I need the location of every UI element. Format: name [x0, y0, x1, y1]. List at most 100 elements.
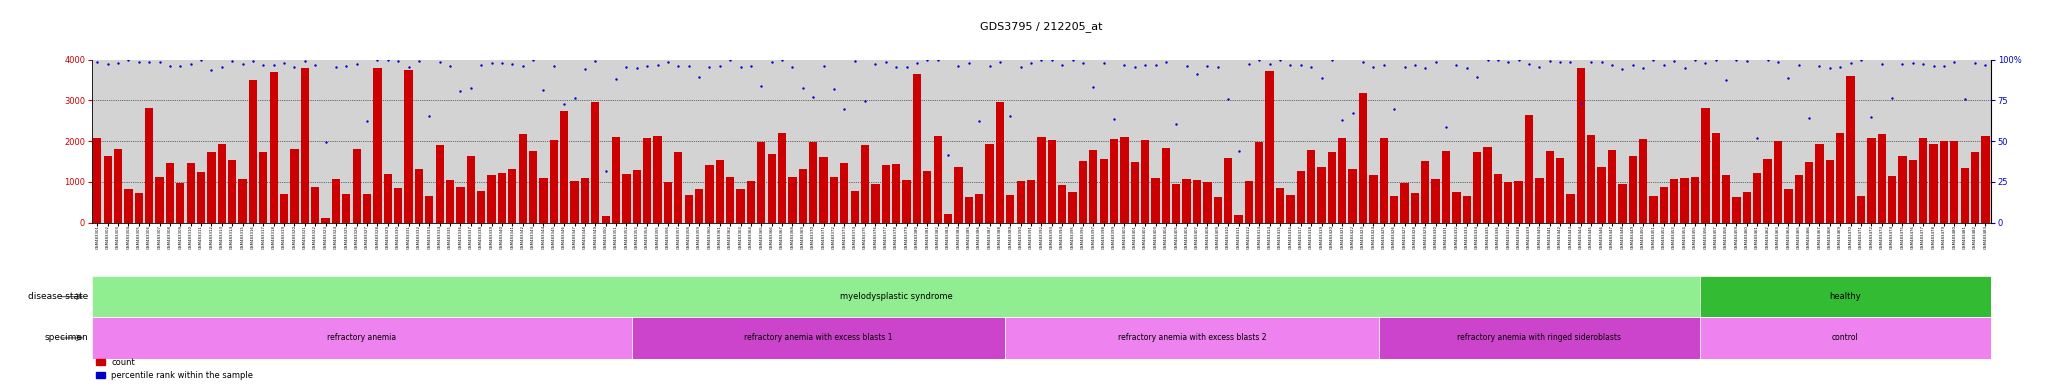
Point: [1004, 65, 1036, 71]
Bar: [1700, 276, 1991, 317]
Point: [1284, 62, 1317, 68]
Bar: [227, 160, 236, 223]
Point: [1233, 61, 1266, 68]
Text: GDS3795 / 212205_at: GDS3795 / 212205_at: [981, 22, 1102, 32]
Point: [154, 63, 186, 69]
Point: [1335, 109, 1368, 116]
Bar: [498, 173, 506, 223]
Bar: [809, 142, 817, 223]
Bar: [362, 194, 371, 223]
Point: [381, 58, 414, 64]
Bar: [995, 102, 1004, 223]
Bar: [1649, 196, 1657, 223]
Bar: [1618, 184, 1626, 223]
Bar: [1225, 159, 1233, 223]
Bar: [694, 189, 702, 223]
Bar: [768, 154, 776, 223]
Text: refractory anemia with ringed sideroblasts: refractory anemia with ringed sideroblas…: [1458, 333, 1622, 343]
Bar: [1950, 141, 1958, 223]
Bar: [528, 151, 537, 223]
Bar: [643, 138, 651, 223]
Point: [215, 58, 248, 64]
Bar: [352, 149, 360, 223]
Point: [983, 59, 1016, 65]
Point: [184, 57, 217, 63]
Point: [590, 168, 623, 174]
Point: [102, 60, 135, 66]
Point: [444, 88, 477, 94]
Point: [766, 56, 799, 63]
Bar: [1763, 159, 1772, 223]
Point: [330, 63, 362, 70]
Point: [1595, 62, 1628, 68]
Point: [289, 58, 322, 65]
Bar: [903, 180, 911, 223]
Bar: [549, 140, 557, 223]
Point: [268, 60, 301, 66]
Bar: [1059, 185, 1067, 223]
Bar: [1401, 183, 1409, 223]
Bar: [870, 184, 879, 223]
Bar: [778, 133, 786, 223]
Point: [238, 58, 270, 64]
Point: [1907, 61, 1939, 67]
Text: specimen: specimen: [45, 333, 88, 343]
Bar: [727, 177, 735, 223]
Bar: [1380, 138, 1389, 223]
Point: [1118, 64, 1151, 70]
Point: [1368, 62, 1401, 68]
Point: [1866, 61, 1898, 68]
Point: [1616, 62, 1649, 68]
Point: [662, 63, 694, 69]
Bar: [135, 192, 143, 223]
Bar: [1182, 179, 1190, 223]
Point: [225, 61, 258, 67]
Bar: [1235, 215, 1243, 223]
Point: [848, 98, 881, 104]
Point: [776, 64, 809, 70]
Point: [465, 62, 498, 68]
Bar: [944, 214, 952, 223]
Bar: [1628, 156, 1636, 223]
Point: [164, 63, 197, 70]
Bar: [1837, 133, 1845, 223]
Bar: [1493, 174, 1501, 223]
Bar: [840, 163, 848, 223]
Point: [1067, 60, 1100, 66]
Point: [455, 85, 487, 91]
Bar: [1327, 152, 1335, 223]
Bar: [1556, 158, 1565, 223]
Bar: [508, 169, 516, 223]
Point: [922, 57, 954, 63]
Bar: [705, 165, 713, 223]
Point: [1057, 57, 1090, 63]
Point: [1264, 57, 1296, 63]
Point: [973, 63, 1006, 70]
Bar: [631, 317, 1006, 359]
Bar: [1378, 317, 1700, 359]
Point: [1741, 135, 1774, 141]
Bar: [965, 197, 973, 223]
Bar: [207, 152, 215, 223]
Point: [891, 63, 924, 70]
Point: [1835, 60, 1868, 66]
Bar: [1452, 192, 1460, 223]
Point: [1845, 57, 1878, 63]
Point: [1348, 59, 1380, 65]
Bar: [1753, 173, 1761, 223]
Point: [1792, 116, 1825, 122]
Point: [1077, 84, 1110, 90]
Point: [621, 65, 653, 71]
Bar: [1587, 135, 1595, 223]
Bar: [623, 174, 631, 223]
Bar: [373, 68, 381, 223]
Bar: [436, 144, 444, 223]
Point: [1626, 65, 1659, 71]
Bar: [518, 134, 526, 223]
Point: [932, 151, 965, 157]
Bar: [1161, 148, 1169, 223]
Point: [92, 60, 125, 66]
Point: [1720, 56, 1753, 63]
Point: [82, 59, 115, 65]
Point: [1825, 64, 1858, 70]
